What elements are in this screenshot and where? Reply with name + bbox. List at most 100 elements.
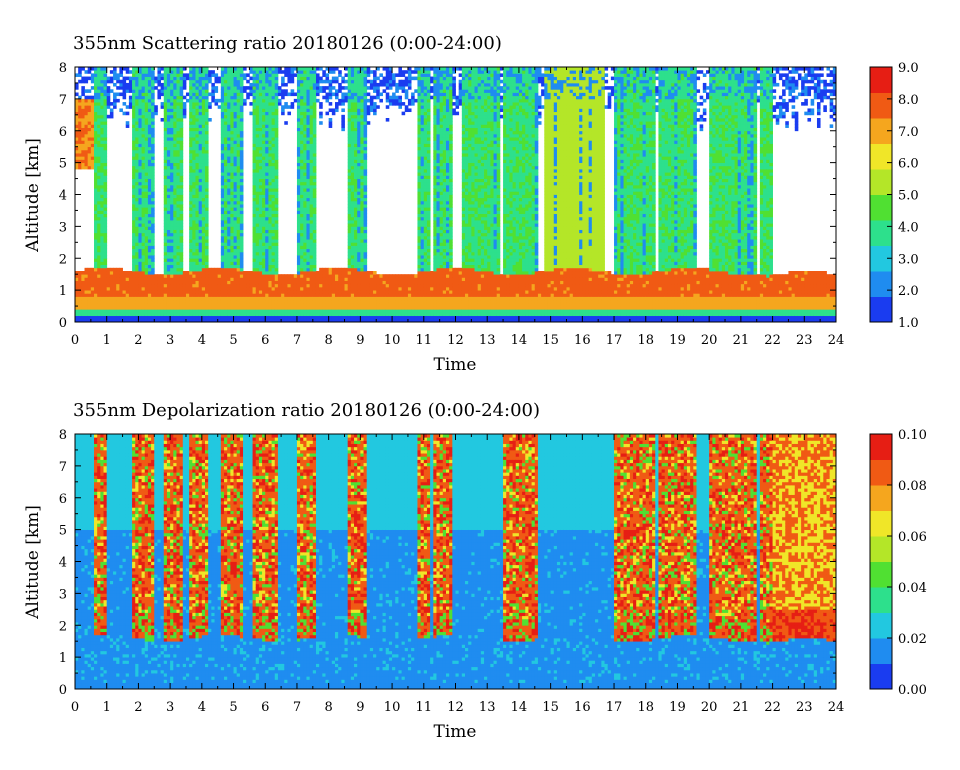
heatmap-cell xyxy=(239,130,244,135)
heatmap-cell xyxy=(81,149,85,154)
heatmap-cell xyxy=(176,318,181,323)
heatmap-cell xyxy=(166,121,171,125)
heatmap-cell xyxy=(87,130,92,135)
heatmap-cell xyxy=(319,274,323,278)
heatmap-cell xyxy=(100,286,104,291)
heatmap-cell xyxy=(170,76,174,81)
heatmap-cell xyxy=(258,184,263,189)
heatmap-cell xyxy=(192,210,196,215)
heatmap-cell xyxy=(189,280,193,285)
heatmap-cell xyxy=(357,86,361,90)
heatmap-cell xyxy=(236,178,241,183)
heatmap-cell xyxy=(224,73,228,77)
heatmap-cell xyxy=(315,283,320,288)
heatmap-cell xyxy=(192,194,196,199)
heatmap-cell xyxy=(75,309,79,313)
heatmap-cell xyxy=(201,255,206,259)
heatmap-cell xyxy=(312,248,317,253)
heatmap-cell xyxy=(220,280,225,285)
heatmap-cell xyxy=(274,248,279,253)
heatmap-cell xyxy=(255,159,260,164)
heatmap-cell xyxy=(176,127,181,132)
heatmap-cell xyxy=(252,226,257,230)
heatmap-cell xyxy=(230,165,234,170)
heatmap-cell xyxy=(312,156,317,160)
heatmap-cell xyxy=(252,105,257,109)
heatmap-cell xyxy=(151,92,155,97)
heatmap-cell xyxy=(281,290,285,294)
heatmap-cell xyxy=(306,76,311,81)
heatmap-cell xyxy=(170,108,174,113)
heatmap-cell xyxy=(144,264,149,269)
heatmap-cell xyxy=(265,232,269,237)
heatmap-cell xyxy=(198,306,203,310)
heatmap-cell xyxy=(182,271,187,275)
heatmap-cell xyxy=(198,114,203,119)
heatmap-cell xyxy=(103,283,108,288)
heatmap-cell xyxy=(271,299,276,304)
heatmap-cell xyxy=(220,79,225,84)
heatmap-cell xyxy=(227,283,231,288)
heatmap-cell xyxy=(360,309,364,313)
heatmap-cell xyxy=(179,204,184,208)
heatmap-cell xyxy=(100,140,104,144)
heatmap-cell xyxy=(281,302,285,307)
heatmap-cell xyxy=(347,223,352,227)
heatmap-cell xyxy=(268,121,272,125)
heatmap-cell xyxy=(170,280,174,285)
heatmap-cell xyxy=(185,76,190,81)
heatmap-cell xyxy=(163,153,168,157)
heatmap-cell xyxy=(220,220,225,224)
heatmap-cell xyxy=(113,306,117,310)
heatmap-cell xyxy=(195,95,200,100)
heatmap-cell xyxy=(236,118,241,122)
heatmap-cell xyxy=(195,133,200,138)
heatmap-cell xyxy=(166,188,171,192)
heatmap-cell xyxy=(97,169,101,173)
heatmap-cell xyxy=(224,283,228,288)
heatmap-cell xyxy=(166,200,171,205)
heatmap-cell xyxy=(166,318,171,323)
heatmap-cell xyxy=(350,114,355,119)
heatmap-cell xyxy=(176,280,181,285)
heatmap-cell xyxy=(75,283,79,288)
heatmap-cell xyxy=(75,165,79,170)
heatmap-cell xyxy=(214,274,219,278)
heatmap-cell xyxy=(220,118,225,122)
heatmap-cell xyxy=(328,108,333,113)
heatmap-cell xyxy=(315,312,320,317)
heatmap-cell xyxy=(217,315,222,320)
heatmap-cell xyxy=(173,271,177,275)
heatmap-cell xyxy=(90,121,95,125)
heatmap-cell xyxy=(239,70,244,74)
heatmap-cell xyxy=(192,79,196,84)
heatmap-cell xyxy=(75,130,79,135)
heatmap-cell xyxy=(357,309,361,313)
heatmap-cell xyxy=(179,111,184,116)
heatmap-cell xyxy=(138,82,142,87)
heatmap-cell xyxy=(166,296,171,301)
heatmap-cell xyxy=(97,235,101,240)
heatmap-cell xyxy=(341,296,345,301)
heatmap-cell xyxy=(195,108,200,113)
heatmap-cell xyxy=(103,127,108,132)
heatmap-cell xyxy=(179,235,184,240)
heatmap-cell xyxy=(357,255,361,259)
heatmap-cell xyxy=(303,280,307,285)
heatmap-cell xyxy=(312,98,317,103)
heatmap-cell xyxy=(144,290,149,294)
heatmap-cell xyxy=(192,111,196,116)
heatmap-cell xyxy=(170,172,174,176)
heatmap-cell xyxy=(258,89,263,93)
heatmap-cell xyxy=(236,216,241,221)
heatmap-cell xyxy=(163,251,168,256)
heatmap-cell xyxy=(100,172,104,176)
heatmap-cell xyxy=(138,197,142,202)
heatmap-cell xyxy=(322,70,326,74)
heatmap-cell xyxy=(227,181,231,186)
heatmap-cell xyxy=(176,223,181,227)
heatmap-cell xyxy=(258,67,263,71)
heatmap-cell xyxy=(132,283,136,288)
heatmap-cell xyxy=(182,95,187,100)
heatmap-cell xyxy=(132,216,136,221)
